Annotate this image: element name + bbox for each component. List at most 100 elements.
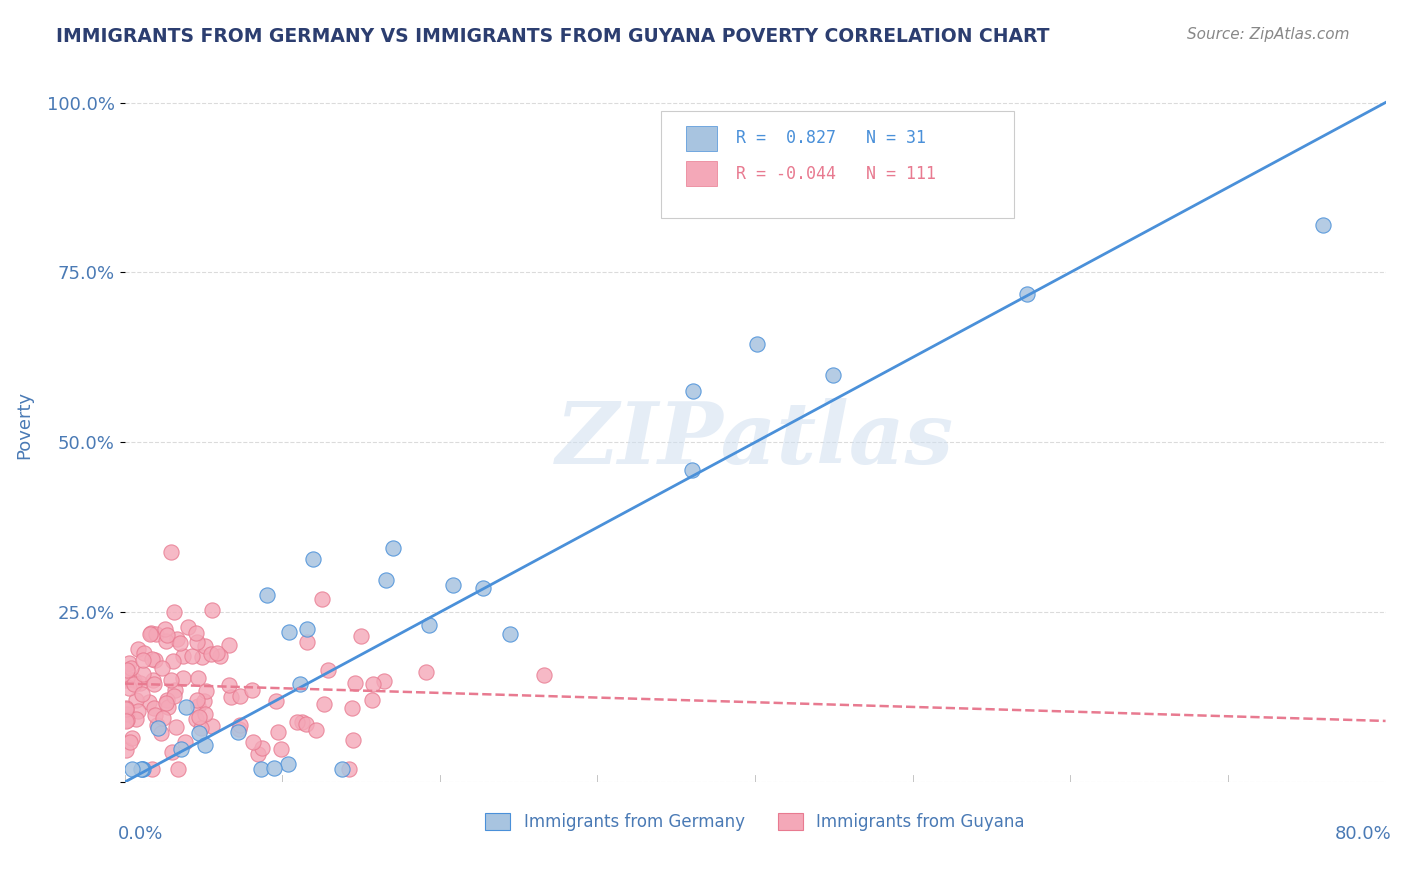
Point [193, 694, 215, 708]
Y-axis label: Poverty: Poverty [15, 392, 32, 459]
Point [141, 652, 163, 666]
Point [139, 625, 162, 640]
Point [193, 707, 215, 722]
Point [160, 673, 183, 687]
Point [141, 762, 163, 776]
Text: ZIPatlas: ZIPatlas [555, 398, 955, 482]
Point [681, 463, 703, 477]
Point [382, 541, 405, 555]
Point [288, 677, 311, 691]
Point [263, 761, 285, 775]
Point [160, 545, 183, 559]
Point [156, 628, 179, 642]
Point [150, 660, 173, 674]
Point [143, 653, 166, 667]
Point [139, 627, 162, 641]
Point [471, 581, 494, 595]
Point [163, 690, 186, 704]
Point [169, 636, 191, 650]
Point [361, 693, 384, 707]
Point [228, 718, 250, 732]
Point [194, 738, 217, 752]
Point [295, 716, 318, 731]
Point [304, 723, 326, 737]
Point [278, 625, 301, 640]
Point [226, 724, 249, 739]
Point [205, 646, 228, 660]
Text: 0.0%: 0.0% [118, 825, 163, 843]
Point [187, 726, 209, 740]
Point [155, 696, 177, 710]
Point [180, 649, 202, 664]
Point [115, 743, 138, 757]
Point [125, 712, 148, 726]
Point [138, 695, 160, 709]
Text: 80.0%: 80.0% [1336, 825, 1392, 843]
Point [153, 622, 176, 636]
Point [200, 648, 222, 662]
Point [145, 627, 167, 641]
Point [264, 693, 287, 707]
Point [117, 707, 139, 722]
Point [118, 681, 141, 696]
Point [240, 682, 263, 697]
Point [363, 677, 385, 691]
Point [415, 665, 437, 680]
Point [312, 697, 335, 711]
Point [184, 712, 207, 726]
FancyBboxPatch shape [686, 161, 717, 186]
Point [120, 735, 142, 749]
Point [172, 671, 194, 685]
Point [117, 656, 139, 670]
Point [194, 639, 217, 653]
Point [160, 745, 183, 759]
Point [143, 677, 166, 691]
Point [121, 731, 143, 746]
Point [277, 757, 299, 772]
Point [166, 632, 188, 647]
Point [124, 673, 146, 687]
Point [201, 603, 224, 617]
Point [342, 732, 364, 747]
Point [247, 747, 270, 762]
Point [121, 762, 143, 776]
Point [167, 762, 190, 776]
Point [297, 622, 319, 636]
Point [418, 617, 440, 632]
Point [162, 654, 184, 668]
Text: Source: ZipAtlas.com: Source: ZipAtlas.com [1187, 27, 1350, 42]
Point [242, 735, 264, 749]
Point [316, 663, 339, 677]
Point [152, 711, 174, 725]
Point [134, 646, 156, 660]
Point [250, 762, 273, 776]
Point [150, 726, 173, 740]
Legend: Immigrants from Germany, Immigrants from Guyana: Immigrants from Germany, Immigrants from… [478, 806, 1032, 838]
Point [229, 689, 252, 703]
Point [1312, 218, 1334, 232]
Point [287, 715, 309, 730]
Point [115, 673, 138, 687]
Point [131, 762, 153, 776]
Point [219, 690, 242, 705]
Point [186, 634, 208, 648]
Text: R =  0.827   N = 31: R = 0.827 N = 31 [737, 129, 927, 147]
Point [350, 629, 373, 643]
Point [270, 742, 292, 756]
Text: R = -0.044   N = 111: R = -0.044 N = 111 [737, 165, 936, 183]
Point [132, 666, 155, 681]
Point [533, 668, 555, 682]
Point [142, 701, 165, 715]
Point [122, 676, 145, 690]
Point [340, 701, 363, 715]
Point [145, 718, 167, 732]
Point [115, 663, 138, 677]
Point [157, 700, 180, 714]
Point [194, 684, 217, 698]
Point [218, 638, 240, 652]
Point [132, 762, 155, 776]
Point [301, 551, 323, 566]
Point [129, 676, 152, 690]
Point [1015, 287, 1038, 301]
Point [165, 720, 187, 734]
